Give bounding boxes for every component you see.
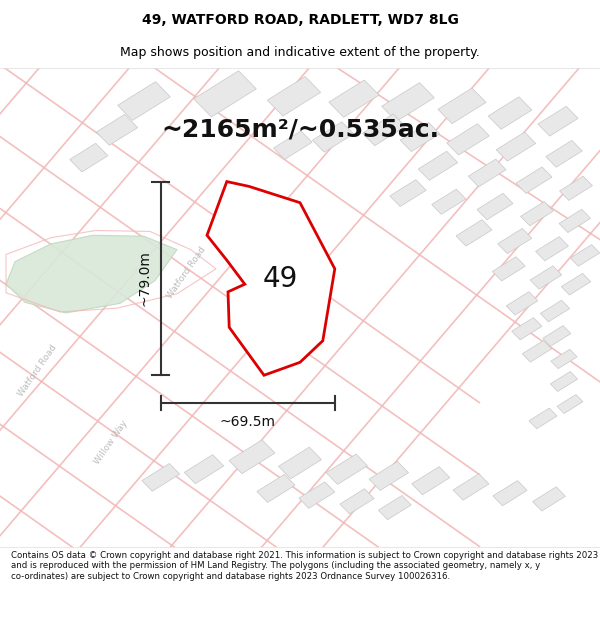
Polygon shape	[400, 122, 440, 151]
Text: 49: 49	[263, 266, 298, 293]
Polygon shape	[194, 71, 256, 117]
Polygon shape	[551, 349, 577, 369]
Polygon shape	[493, 481, 527, 506]
Polygon shape	[493, 257, 525, 281]
Polygon shape	[506, 292, 538, 315]
Polygon shape	[557, 394, 583, 414]
Polygon shape	[340, 489, 374, 514]
Polygon shape	[561, 273, 591, 295]
Polygon shape	[418, 151, 458, 180]
Polygon shape	[546, 141, 582, 168]
Polygon shape	[229, 440, 275, 474]
Text: ~79.0m: ~79.0m	[137, 251, 151, 306]
Text: Map shows position and indicative extent of the property.: Map shows position and indicative extent…	[120, 46, 480, 59]
Polygon shape	[477, 193, 513, 220]
Polygon shape	[533, 487, 565, 511]
Polygon shape	[529, 408, 557, 429]
Polygon shape	[207, 182, 335, 375]
Polygon shape	[369, 461, 409, 491]
Polygon shape	[313, 122, 353, 152]
Polygon shape	[70, 143, 108, 172]
Polygon shape	[184, 455, 224, 484]
Polygon shape	[268, 76, 320, 116]
Polygon shape	[530, 266, 562, 289]
Polygon shape	[379, 496, 411, 519]
Polygon shape	[543, 326, 571, 346]
Polygon shape	[522, 341, 552, 362]
Polygon shape	[6, 235, 177, 313]
Text: Watford Road: Watford Road	[165, 245, 207, 300]
Text: ~69.5m: ~69.5m	[220, 415, 276, 429]
Polygon shape	[536, 237, 568, 261]
Polygon shape	[326, 454, 367, 484]
Polygon shape	[257, 474, 295, 502]
Polygon shape	[521, 202, 553, 226]
Polygon shape	[488, 97, 532, 129]
Polygon shape	[516, 167, 552, 193]
Polygon shape	[278, 447, 322, 479]
Polygon shape	[447, 124, 489, 155]
Polygon shape	[118, 82, 170, 121]
Text: Watford Road: Watford Road	[16, 343, 58, 398]
Polygon shape	[469, 159, 506, 187]
Polygon shape	[390, 180, 426, 206]
Polygon shape	[142, 464, 179, 491]
Polygon shape	[453, 474, 489, 500]
Polygon shape	[559, 209, 590, 232]
Text: Willow Way: Willow Way	[92, 419, 130, 466]
Polygon shape	[550, 371, 578, 391]
Polygon shape	[432, 189, 466, 214]
Polygon shape	[412, 467, 450, 495]
Polygon shape	[540, 300, 570, 322]
Polygon shape	[97, 114, 137, 145]
Text: Contains OS data © Crown copyright and database right 2021. This information is : Contains OS data © Crown copyright and d…	[11, 551, 598, 581]
Polygon shape	[456, 219, 492, 246]
Polygon shape	[438, 88, 486, 124]
Polygon shape	[382, 82, 434, 121]
Polygon shape	[496, 132, 536, 161]
Polygon shape	[570, 244, 600, 266]
Text: 49, WATFORD ROAD, RADLETT, WD7 8LG: 49, WATFORD ROAD, RADLETT, WD7 8LG	[142, 14, 458, 28]
Polygon shape	[362, 114, 406, 146]
Polygon shape	[299, 482, 335, 508]
Polygon shape	[329, 80, 379, 118]
Polygon shape	[274, 131, 312, 159]
Polygon shape	[498, 229, 532, 254]
Polygon shape	[512, 318, 542, 340]
Polygon shape	[560, 176, 592, 201]
Text: ~2165m²/~0.535ac.: ~2165m²/~0.535ac.	[161, 118, 439, 142]
Polygon shape	[538, 106, 578, 136]
